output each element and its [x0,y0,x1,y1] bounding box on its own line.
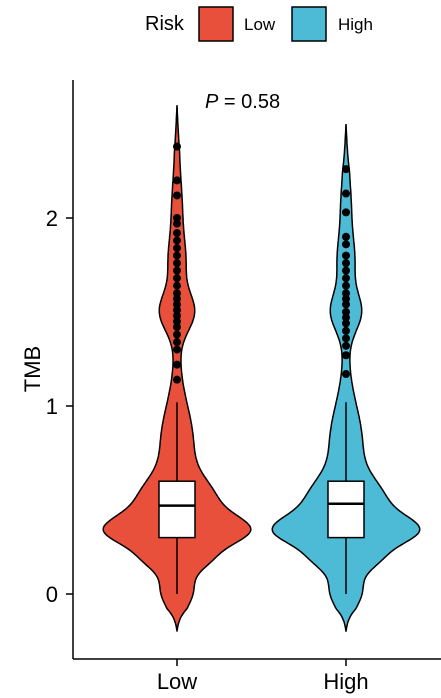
outlier-point [342,319,350,328]
outlier-point [342,351,350,360]
p-value-annotation: P = 0.58 [205,91,280,113]
outlier-point [173,176,181,185]
outlier-point [173,330,181,339]
outlier-point [173,142,181,151]
outlier-point [173,214,181,222]
outlier-point [173,266,181,275]
outlier-point [173,236,181,245]
legend-label-high: High [338,15,373,34]
y-ticks: 0 1 2 [46,206,73,607]
outlier-point [342,189,350,198]
box-low [158,480,196,539]
outlier-point [173,345,181,354]
outlier-point [342,165,350,174]
outlier-point [173,323,181,332]
outlier-point [342,334,350,343]
legend-label-low: Low [244,15,276,34]
outlier-point [342,370,350,379]
p-value-text: = 0.58 [218,91,280,113]
outlier-point [173,219,181,228]
outlier-point [342,266,350,275]
outlier-point [173,251,181,260]
outlier-point [173,244,181,253]
outlier-point [173,274,181,283]
outlier-point [342,232,350,241]
plot-area [102,105,421,632]
outlier-point [342,300,350,309]
x-tick-label: Low [157,669,197,694]
y-axis-title: TMB [20,346,45,392]
outlier-point [342,313,350,322]
outlier-point [173,338,181,347]
legend-title: Risk [145,13,185,35]
outlier-point [173,289,181,298]
box-high [327,480,365,539]
outlier-point [173,317,181,326]
outlier-point [342,326,350,335]
x-ticks: Low High [157,659,369,694]
outlier-point [173,294,181,303]
outlier-point [342,289,350,298]
y-tick-label: 2 [46,206,58,231]
outlier-point [173,306,181,315]
x-tick-label: High [323,669,368,694]
outlier-point [342,259,350,268]
legend-swatch-high [291,6,327,42]
legend-swatch-low [198,6,234,42]
outlier-point [342,274,350,283]
outlier-point [342,308,350,316]
outlier-point [342,251,350,260]
outlier-point [173,281,181,290]
outlier-point [173,229,181,238]
outlier-point [173,259,181,268]
outlier-point [342,341,350,350]
y-tick-label: 0 [46,582,58,607]
p-value-symbol: P [205,91,219,113]
outlier-point [342,281,350,290]
outlier-point [173,191,181,200]
y-tick-label: 1 [46,394,58,419]
outlier-point [342,208,350,217]
outlier-point [173,375,181,384]
legend: Risk Low High [145,6,373,42]
outlier-point [342,294,350,303]
outlier-point [173,311,181,320]
outlier-point [342,240,350,249]
outlier-point [173,360,181,369]
outlier-point [173,300,181,309]
